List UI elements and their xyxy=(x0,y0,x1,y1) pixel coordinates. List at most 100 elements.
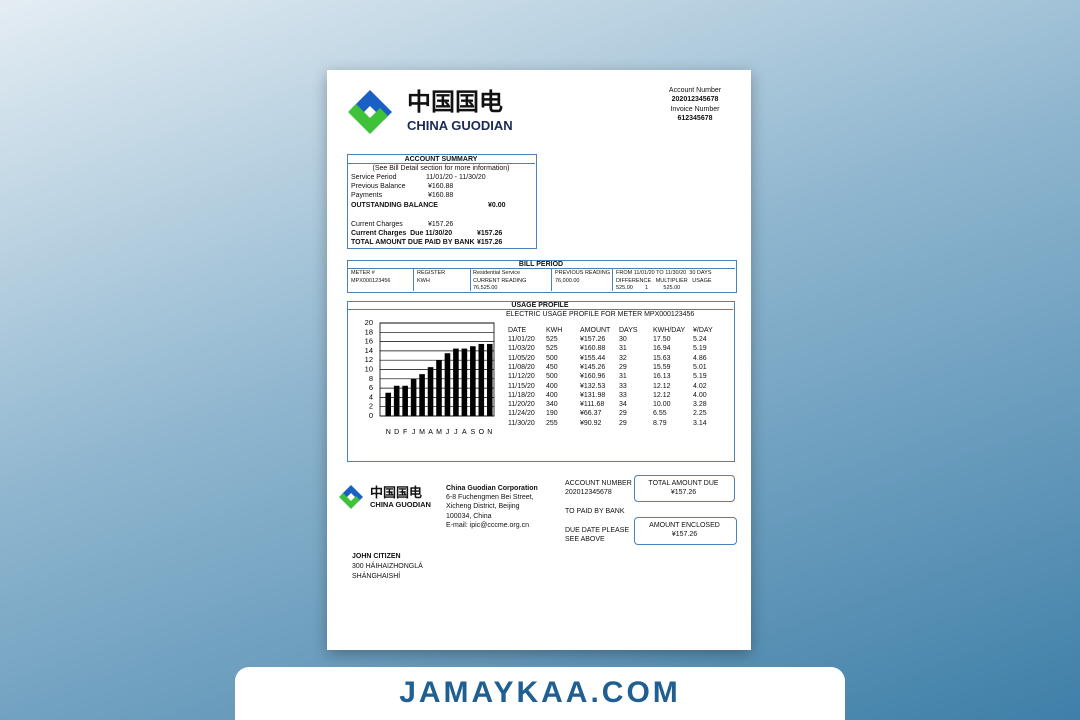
text: 12.12 xyxy=(653,391,671,399)
bar xyxy=(427,367,434,416)
column-divider xyxy=(612,268,613,291)
text: 525 xyxy=(546,336,558,343)
x-tick-label: M xyxy=(419,429,425,436)
text: ¥155.44 xyxy=(580,354,606,362)
text: REGISTER xyxy=(417,270,446,276)
text: E-mail: ipic@cccme.org.cn xyxy=(446,521,529,529)
column-divider xyxy=(413,268,414,291)
text: 16.13 xyxy=(653,373,671,381)
text: ¥157.26 xyxy=(428,221,454,228)
x-tick-label: N xyxy=(386,429,391,436)
text: ¥90.92 xyxy=(580,419,602,427)
text: 5.01 xyxy=(693,363,707,371)
brand-en: CHINA GUODIAN xyxy=(370,500,431,509)
text: 11/08/20 xyxy=(508,363,535,371)
text: 15.59 xyxy=(653,363,671,371)
y-tick-label: 6 xyxy=(369,383,373,392)
text: 11/03/20 xyxy=(508,345,535,353)
text: 76,000.00 xyxy=(555,277,580,284)
bar xyxy=(419,374,425,416)
y-tick-label: 4 xyxy=(369,392,373,401)
bar xyxy=(470,346,476,416)
footer-text: JAMAYKAA.COM xyxy=(399,676,681,709)
y-tick-label: 14 xyxy=(365,346,373,355)
y-tick-label: 20 xyxy=(365,318,373,327)
bill-period-box xyxy=(347,260,737,293)
bar xyxy=(486,343,493,416)
text: ¥157.26 xyxy=(477,239,503,246)
bar xyxy=(402,385,408,416)
text: 450 xyxy=(546,363,558,371)
text: METER # xyxy=(351,270,375,276)
text: ¥/DAY xyxy=(693,327,713,334)
text: Current Charges xyxy=(351,221,403,228)
text: 34 xyxy=(619,401,627,409)
text: 11/15/20 xyxy=(508,382,535,390)
text: Previous Balance xyxy=(351,183,406,190)
x-tick-label: S xyxy=(471,429,476,436)
label: SEE ABOVE xyxy=(565,536,605,543)
text: 2.25 xyxy=(693,410,707,418)
label: TO PAID BY BANK xyxy=(565,508,625,515)
text: ¥160.96 xyxy=(580,373,606,381)
text: PREVIOUS READING xyxy=(555,270,611,276)
logo xyxy=(348,90,392,134)
text: 4.00 xyxy=(693,391,707,399)
label: ACCOUNT NUMBER xyxy=(565,480,632,487)
text: 5.19 xyxy=(693,345,707,353)
text: ¥145.26 xyxy=(580,363,606,371)
text: 4.86 xyxy=(693,354,707,362)
text: ¥0.00 xyxy=(488,202,506,209)
x-tick-label: J xyxy=(454,429,458,436)
summary-box xyxy=(347,154,537,249)
text: 340 xyxy=(546,401,558,409)
text: DIFFERENCE MULTIPLIER USAGE xyxy=(616,277,712,284)
text: FROM 11/01/20 TO 11/30/20 30 DAYS xyxy=(616,270,712,276)
text: ¥160.88 xyxy=(580,345,606,353)
brand-cn: 中国国电 xyxy=(370,485,423,500)
x-tick-label: F xyxy=(403,429,407,436)
enclosed-box xyxy=(634,517,737,545)
text: 5.19 xyxy=(693,373,707,381)
text: 11/20/20 xyxy=(508,401,535,409)
text: ¥160.88 xyxy=(428,192,454,199)
text: Service Period xyxy=(351,174,397,181)
y-tick-label: 10 xyxy=(365,364,373,373)
text: KWH xyxy=(546,327,563,334)
text: 4.02 xyxy=(693,382,707,390)
x-tick-label: A xyxy=(428,429,433,436)
value: 202012345678 xyxy=(565,489,612,496)
text: 11/05/20 xyxy=(508,354,535,362)
text: 11/18/20 xyxy=(508,391,535,399)
x-tick-label: J xyxy=(446,429,450,436)
text: China Guodian Corporation xyxy=(446,485,538,492)
divider xyxy=(347,154,535,164)
text: 30 xyxy=(619,336,627,343)
text: ¥66.37 xyxy=(580,410,602,418)
y-tick-label: 0 xyxy=(369,411,373,420)
text: 525 xyxy=(546,345,558,353)
text: 500 xyxy=(546,354,558,362)
bar xyxy=(385,392,392,416)
y-tick-label: 8 xyxy=(369,374,373,383)
label: Invoice Number xyxy=(670,106,720,113)
subtitle: ELECTRIC USAGE PROFILE FOR METER MPX0001… xyxy=(506,311,695,318)
bar xyxy=(444,353,451,416)
text: AMOUNT xyxy=(580,327,611,334)
text: 10.00 xyxy=(653,401,671,409)
text: 11/24/20 xyxy=(508,410,535,418)
title: ACCOUNT SUMMARY xyxy=(404,156,478,163)
footer-banner xyxy=(235,667,845,720)
text: ¥157.26 xyxy=(477,230,503,237)
x-tick-label: D xyxy=(394,429,399,436)
brand-en: CHINA GUODIAN xyxy=(407,118,513,133)
label: AMOUNT ENCLOSED xyxy=(649,522,720,529)
column-divider xyxy=(551,268,552,291)
text: 31 xyxy=(619,373,627,381)
text: 76,525.00 xyxy=(473,285,498,291)
text: 15.63 xyxy=(653,354,671,362)
text: 33 xyxy=(619,382,627,390)
x-tick-label: A xyxy=(462,429,467,436)
bar xyxy=(461,348,468,416)
y-tick-label: 18 xyxy=(365,327,373,336)
